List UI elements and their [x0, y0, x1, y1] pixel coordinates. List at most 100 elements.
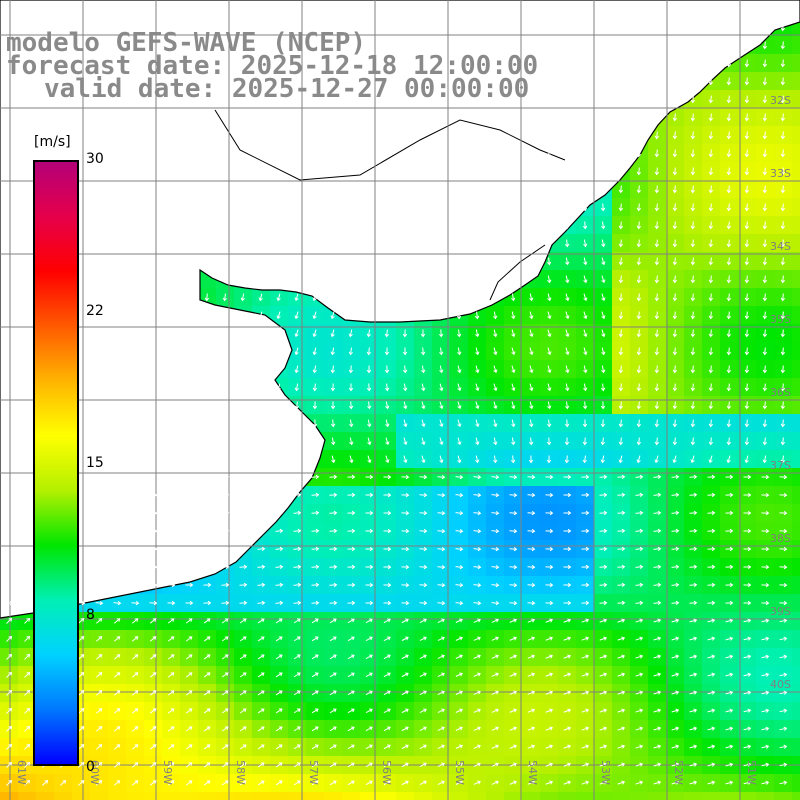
- wind-arrow: [653, 726, 662, 731]
- wind-arrow: [24, 635, 31, 642]
- wind-arrow: [725, 672, 734, 677]
- wind-arrow: [222, 365, 227, 374]
- wind-arrow: [708, 59, 714, 68]
- wind-arrow: [455, 492, 464, 498]
- wind-arrow: [275, 600, 284, 606]
- wind-arrow: [726, 275, 732, 284]
- wind-arrow: [276, 329, 281, 338]
- wind-arrow: [493, 401, 498, 410]
- wind-arrow: [690, 437, 696, 446]
- wind-arrow: [761, 636, 770, 641]
- wind-arrow: [545, 510, 554, 516]
- wind-arrow: [78, 726, 85, 732]
- wind-arrow: [349, 437, 354, 446]
- wind-arrow: [455, 546, 464, 552]
- wind-arrow: [258, 455, 264, 464]
- wind-arrow: [547, 419, 552, 428]
- wind-arrow: [78, 636, 85, 642]
- wind-arrow: [581, 618, 590, 623]
- wind-arrow: [601, 275, 606, 284]
- wind-arrow: [618, 113, 624, 122]
- wind-arrow: [509, 528, 518, 534]
- wind-arrow: [203, 564, 212, 570]
- wind-arrow: [707, 654, 716, 659]
- wind-arrow: [600, 149, 605, 158]
- wind-arrow: [6, 635, 13, 642]
- wind-arrow: [329, 672, 337, 678]
- wind-arrow: [347, 582, 356, 588]
- wind-arrow: [581, 474, 590, 480]
- wind-arrow: [401, 618, 409, 624]
- wind-arrow: [42, 780, 49, 786]
- wind-arrow: [329, 708, 337, 714]
- wind-arrow: [239, 744, 247, 750]
- wind-arrow: [421, 419, 426, 428]
- wind-arrow: [365, 564, 374, 570]
- wind-arrow: [779, 582, 788, 588]
- wind-arrow: [131, 600, 140, 606]
- wind-arrow: [672, 185, 678, 194]
- wind-arrow: [113, 690, 121, 696]
- wind-arrow: [330, 329, 335, 338]
- wind-arrow: [347, 528, 356, 534]
- wind-arrow: [563, 510, 572, 516]
- wind-arrow: [131, 762, 139, 768]
- wind-arrow: [743, 600, 752, 606]
- wind-arrow: [545, 582, 554, 588]
- wind-arrow: [653, 636, 662, 641]
- wind-arrow: [599, 528, 608, 534]
- wind-arrow: [672, 77, 678, 86]
- wind-arrow: [599, 618, 608, 623]
- wind-arrow: [493, 437, 498, 446]
- wind-arrow: [491, 636, 499, 641]
- wind-arrow: [367, 437, 372, 446]
- wind-arrow: [564, 437, 570, 446]
- wind-arrow: [600, 419, 606, 428]
- wind-arrow: [563, 672, 572, 677]
- wind-arrow: [312, 329, 317, 338]
- wind-arrow: [203, 726, 211, 732]
- wind-arrow: [276, 293, 281, 302]
- wind-arrow: [690, 383, 696, 392]
- wind-arrow: [347, 636, 355, 642]
- wind-arrow: [528, 455, 534, 464]
- wind-arrow: [475, 401, 480, 410]
- wind-arrow: [779, 564, 788, 570]
- wind-arrow: [383, 726, 391, 732]
- wind-arrow: [635, 582, 644, 588]
- wind-arrow: [726, 41, 732, 50]
- wind-arrow: [546, 77, 551, 86]
- wind-arrow: [671, 780, 680, 785]
- wind-arrow: [312, 437, 318, 446]
- wind-arrow: [527, 474, 536, 480]
- wind-arrow: [780, 239, 786, 248]
- wind-arrow: [563, 762, 572, 767]
- wind-arrow: [312, 383, 317, 392]
- wind-arrow: [167, 600, 176, 606]
- wind-arrow: [617, 528, 626, 534]
- wind-arrow: [421, 401, 426, 410]
- wind-arrow: [529, 293, 534, 302]
- wind-arrow: [617, 708, 626, 713]
- wind-arrow: [221, 654, 229, 660]
- wind-arrow: [726, 329, 732, 338]
- wind-arrow: [636, 77, 642, 86]
- wind-arrow: [636, 257, 642, 266]
- wind-arrow: [581, 672, 590, 677]
- wind-arrow: [401, 690, 409, 696]
- wind-arrow: [636, 455, 641, 464]
- wind-arrow: [221, 510, 230, 516]
- wind-arrow: [671, 582, 680, 588]
- wind-arrow: [365, 690, 373, 696]
- wind-arrow: [511, 437, 516, 446]
- wind-arrow: [600, 59, 605, 68]
- wind-arrow: [779, 528, 788, 534]
- wind-arrow: [780, 329, 786, 338]
- wind-arrow: [203, 762, 211, 768]
- wind-arrow: [203, 780, 211, 786]
- longitude-labels: 61W 60W 59W 58W 57W 56W 55W 54W 53W 52W 51W: [15, 760, 758, 785]
- wind-arrow: [582, 59, 587, 68]
- wind-arrow: [654, 167, 660, 176]
- wind-arrow: [672, 419, 678, 428]
- wind-arrow: [708, 329, 714, 338]
